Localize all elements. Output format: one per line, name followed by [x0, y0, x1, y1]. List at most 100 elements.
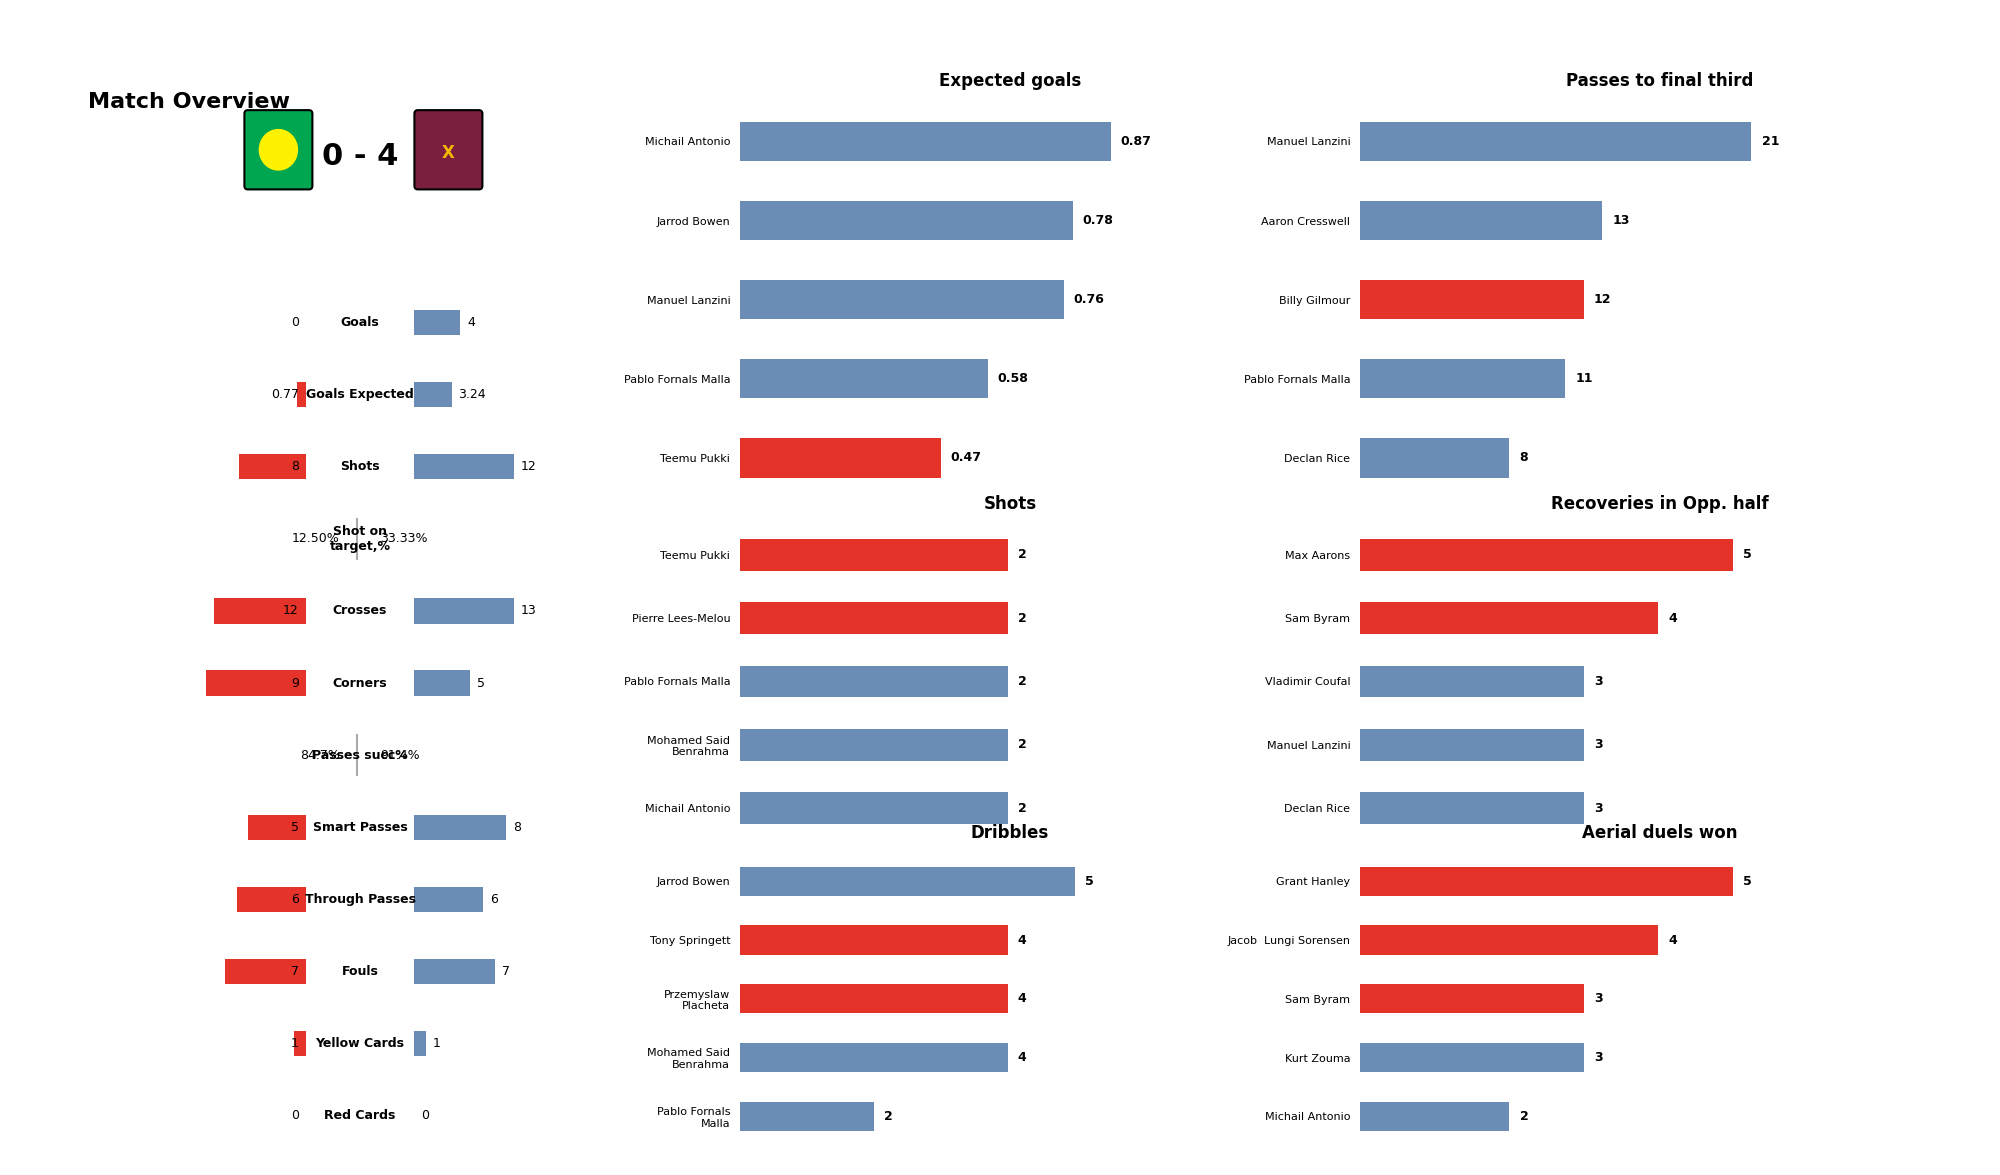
FancyBboxPatch shape [236, 887, 306, 912]
Bar [1360, 728, 1584, 760]
Text: Match Overview: Match Overview [88, 92, 290, 112]
Text: 3: 3 [1594, 801, 1602, 814]
Text: Yellow Cards: Yellow Cards [316, 1036, 404, 1050]
Text: 8: 8 [514, 820, 522, 834]
Text: 2: 2 [1018, 738, 1026, 751]
Text: 84.7%: 84.7% [300, 748, 340, 761]
Title: Dribbles: Dribbles [970, 824, 1050, 841]
Bar [1360, 983, 1584, 1013]
FancyBboxPatch shape [414, 671, 470, 696]
Text: 21: 21 [1762, 135, 1780, 148]
Bar [740, 280, 1064, 320]
FancyBboxPatch shape [414, 382, 452, 408]
FancyBboxPatch shape [414, 1030, 426, 1056]
FancyBboxPatch shape [414, 310, 460, 335]
Text: 1: 1 [432, 1036, 440, 1050]
Bar [740, 438, 940, 477]
Bar [740, 201, 1072, 241]
FancyBboxPatch shape [414, 814, 506, 840]
Text: 0: 0 [422, 1109, 430, 1122]
Bar [740, 666, 1008, 697]
Text: 0.87: 0.87 [1120, 135, 1152, 148]
Text: 0.47: 0.47 [950, 451, 982, 464]
Text: 4: 4 [1018, 992, 1026, 1006]
Text: 9: 9 [290, 677, 298, 690]
FancyBboxPatch shape [240, 455, 306, 479]
Text: 0.77: 0.77 [270, 388, 298, 402]
Text: 12: 12 [1594, 293, 1612, 307]
FancyBboxPatch shape [214, 598, 306, 624]
Text: 8: 8 [290, 461, 298, 474]
FancyBboxPatch shape [244, 110, 312, 189]
Text: Passes succ%: Passes succ% [312, 748, 408, 761]
Bar [1360, 358, 1564, 398]
Text: 2: 2 [1018, 801, 1026, 814]
Text: 4: 4 [468, 316, 476, 329]
FancyBboxPatch shape [226, 959, 306, 983]
Text: Fouls: Fouls [342, 965, 378, 978]
Text: 0: 0 [290, 316, 298, 329]
Bar [1360, 926, 1658, 954]
Bar [740, 926, 1008, 954]
Text: 12.50%: 12.50% [292, 532, 340, 545]
Bar [1360, 792, 1584, 824]
Bar [740, 1043, 1008, 1072]
Text: 13: 13 [520, 604, 536, 618]
Text: 7: 7 [502, 965, 510, 978]
Text: 0.76: 0.76 [1074, 293, 1104, 307]
Text: 3.24: 3.24 [458, 388, 486, 402]
FancyBboxPatch shape [414, 455, 514, 479]
Title: Recoveries in Opp. half: Recoveries in Opp. half [1552, 495, 1768, 512]
Text: Crosses: Crosses [332, 604, 388, 618]
Text: 8: 8 [1520, 451, 1528, 464]
Text: 3: 3 [1594, 674, 1602, 689]
Bar [1360, 1043, 1584, 1072]
Text: Shot on
target,%: Shot on target,% [330, 525, 390, 553]
Text: 3: 3 [1594, 1050, 1602, 1065]
Text: 0.78: 0.78 [1082, 214, 1114, 227]
Text: Goals Expected: Goals Expected [306, 388, 414, 402]
Circle shape [260, 129, 298, 170]
Bar [1360, 438, 1510, 477]
Text: Through Passes: Through Passes [304, 893, 416, 906]
Text: 6: 6 [290, 893, 298, 906]
Bar [740, 122, 1112, 161]
Bar [740, 983, 1008, 1013]
Title: Shots: Shots [984, 495, 1036, 512]
Text: 5: 5 [476, 677, 484, 690]
Bar [1360, 666, 1584, 697]
Text: Red Cards: Red Cards [324, 1109, 396, 1122]
FancyBboxPatch shape [414, 959, 494, 983]
Text: 2: 2 [1520, 1109, 1528, 1123]
FancyBboxPatch shape [296, 382, 306, 408]
FancyBboxPatch shape [206, 671, 306, 696]
Text: 6: 6 [490, 893, 498, 906]
Bar [740, 1102, 874, 1130]
Bar [740, 728, 1008, 760]
Text: Smart Passes: Smart Passes [312, 820, 408, 834]
Text: 0.58: 0.58 [996, 372, 1028, 385]
Text: 7: 7 [290, 965, 298, 978]
Text: 2: 2 [1018, 549, 1026, 562]
Text: Goals: Goals [340, 316, 380, 329]
Title: Aerial duels won: Aerial duels won [1582, 824, 1738, 841]
FancyBboxPatch shape [248, 814, 306, 840]
Text: 12: 12 [284, 604, 298, 618]
Text: Corners: Corners [332, 677, 388, 690]
Text: 2: 2 [1018, 674, 1026, 689]
Text: 11: 11 [1576, 372, 1592, 385]
Bar [1360, 539, 1732, 571]
Title: Expected goals: Expected goals [938, 72, 1082, 89]
Bar [1360, 866, 1732, 895]
Text: 4: 4 [1668, 933, 1678, 947]
Bar [740, 792, 1008, 824]
Text: 0 - 4: 0 - 4 [322, 142, 398, 172]
FancyBboxPatch shape [414, 887, 484, 912]
FancyBboxPatch shape [414, 598, 514, 624]
Bar [740, 603, 1008, 634]
Text: 13: 13 [1612, 214, 1630, 227]
Text: 3: 3 [1594, 992, 1602, 1006]
Text: Shots: Shots [340, 461, 380, 474]
Bar [1360, 1102, 1510, 1130]
FancyBboxPatch shape [294, 1030, 306, 1056]
